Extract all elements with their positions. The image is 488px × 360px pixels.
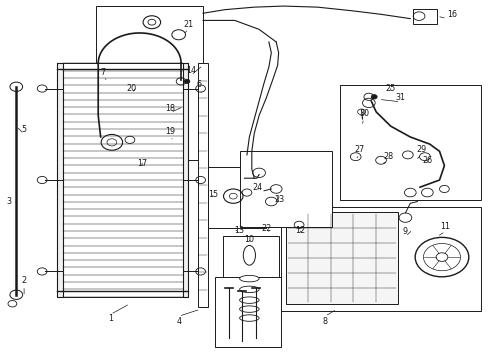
Text: 22: 22 xyxy=(261,224,271,233)
Text: 30: 30 xyxy=(358,109,368,118)
Text: 5: 5 xyxy=(21,125,27,134)
Bar xyxy=(197,63,208,307)
Bar xyxy=(281,207,480,311)
Bar xyxy=(412,9,436,24)
Text: 31: 31 xyxy=(395,93,405,102)
Bar xyxy=(339,85,480,200)
Bar xyxy=(182,63,188,297)
Text: 9: 9 xyxy=(402,228,407,237)
Text: 19: 19 xyxy=(165,127,175,136)
Text: 2: 2 xyxy=(21,276,27,285)
Ellipse shape xyxy=(239,315,259,321)
Text: 7: 7 xyxy=(101,68,105,77)
Bar xyxy=(57,63,188,297)
Text: 29: 29 xyxy=(415,145,425,154)
Text: 15: 15 xyxy=(207,190,218,199)
Bar xyxy=(215,277,281,347)
Text: 24: 24 xyxy=(252,183,262,192)
Text: 20: 20 xyxy=(126,84,136,93)
Text: 27: 27 xyxy=(353,145,364,154)
Ellipse shape xyxy=(239,297,259,303)
Text: 17: 17 xyxy=(137,159,147,168)
Circle shape xyxy=(183,79,189,84)
Bar xyxy=(96,6,203,160)
Bar xyxy=(207,167,266,228)
Ellipse shape xyxy=(239,306,259,312)
Text: 14: 14 xyxy=(185,66,196,75)
Text: 13: 13 xyxy=(234,226,244,235)
Text: 26: 26 xyxy=(422,156,431,165)
Text: 23: 23 xyxy=(274,195,284,204)
Ellipse shape xyxy=(239,286,259,293)
Text: 3: 3 xyxy=(6,197,11,206)
Bar xyxy=(239,151,331,226)
Text: 11: 11 xyxy=(440,222,449,231)
Bar xyxy=(222,235,278,347)
Text: 10: 10 xyxy=(244,235,254,244)
Text: 16: 16 xyxy=(446,10,456,19)
Circle shape xyxy=(370,95,376,99)
Text: 18: 18 xyxy=(165,104,175,113)
Text: 25: 25 xyxy=(385,84,395,93)
Bar xyxy=(57,63,62,297)
Ellipse shape xyxy=(243,246,255,265)
Text: 1: 1 xyxy=(108,314,113,323)
Text: 12: 12 xyxy=(295,226,305,235)
Text: 8: 8 xyxy=(322,317,327,326)
Text: 21: 21 xyxy=(183,19,193,28)
Bar xyxy=(285,212,397,304)
Text: 28: 28 xyxy=(383,152,393,161)
Text: 4: 4 xyxy=(176,317,181,326)
Text: 6: 6 xyxy=(196,81,201,90)
Ellipse shape xyxy=(239,275,259,282)
